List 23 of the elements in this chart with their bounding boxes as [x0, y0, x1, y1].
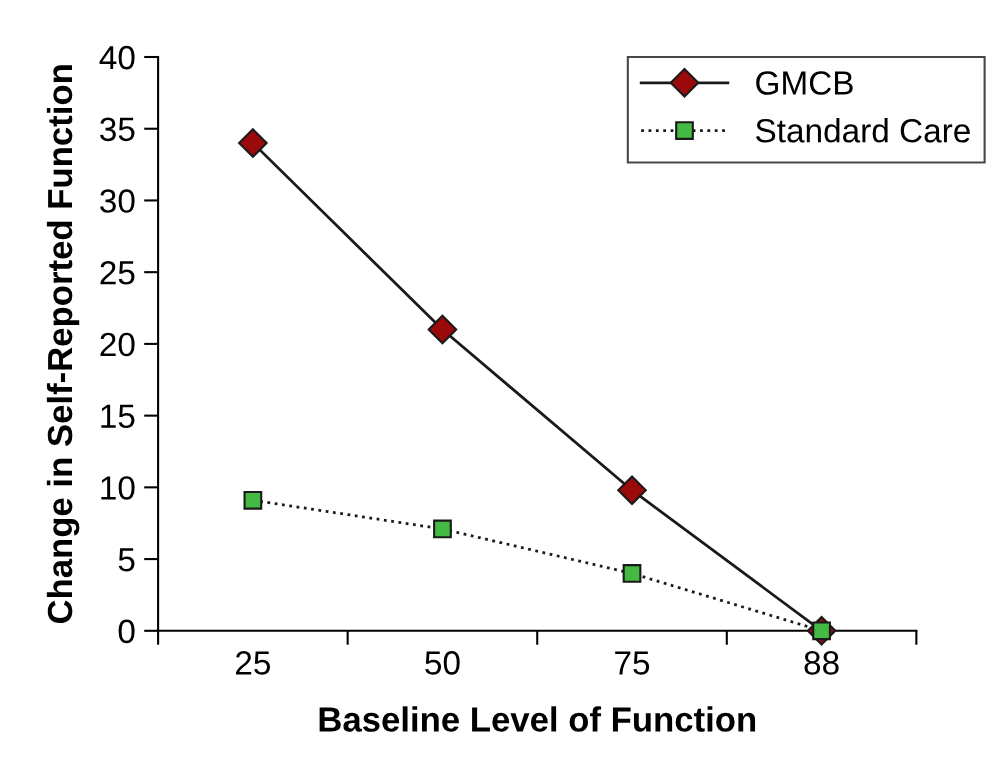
x-tick-label: 50: [425, 651, 460, 675]
point: [622, 564, 642, 583]
y-tick-label: 10: [101, 476, 135, 500]
legend-label: Standard Care: [756, 118, 970, 143]
point: [238, 128, 268, 158]
y-tick-label: 30: [100, 189, 135, 213]
point: [433, 519, 452, 539]
x-tick-label: 75: [615, 651, 650, 675]
y-tick-label: 15: [101, 404, 135, 429]
y-tick-label: 35: [100, 117, 135, 142]
y-tick-label: 40: [99, 45, 135, 70]
x-axis-title: Baseline Level of Function: [319, 706, 756, 732]
point: [243, 490, 263, 510]
point: [427, 314, 458, 345]
y-tick-label: 5: [118, 548, 135, 572]
y-tick-label: 25: [100, 260, 135, 285]
y-axis-title: Change in Self-Reported Function: [46, 65, 80, 624]
point: [617, 475, 647, 506]
x-tick-label: 25: [236, 651, 271, 675]
y-tick-label: 0: [118, 619, 135, 644]
legend-label: GMCB: [756, 71, 853, 95]
y-tick-label: 20: [100, 332, 135, 357]
x-tick-label: 88: [804, 651, 839, 675]
